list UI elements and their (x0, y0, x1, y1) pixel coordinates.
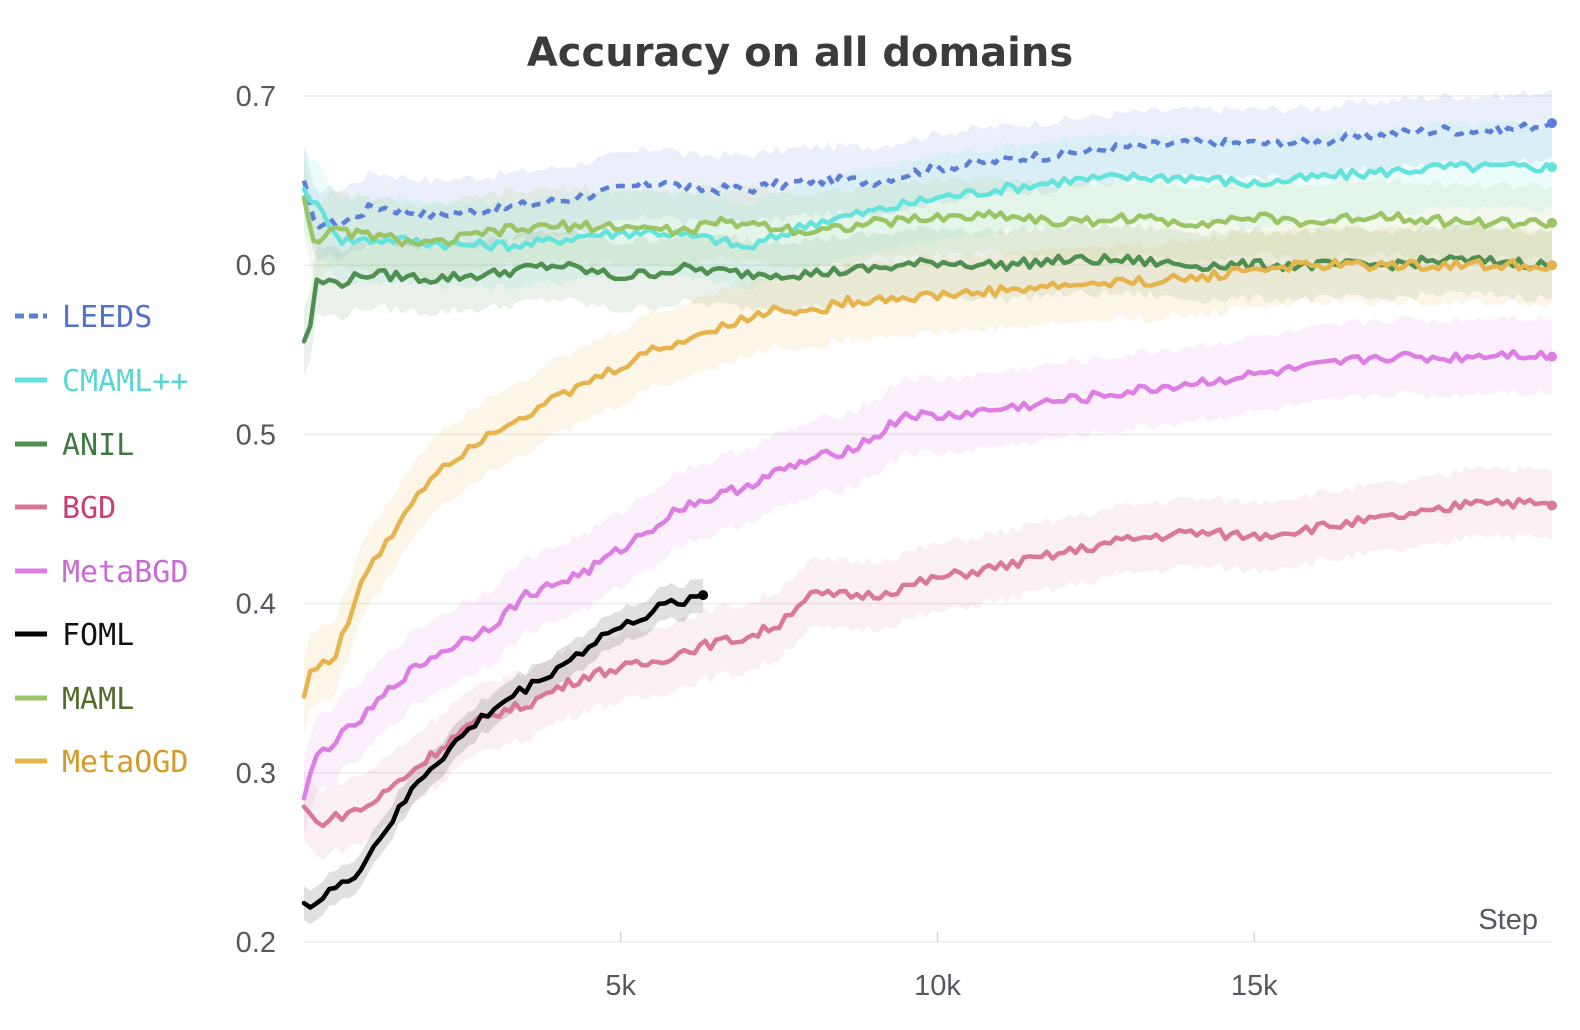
legend-item-cmaml-: CMAML++ (62, 364, 188, 399)
legend: LEEDS CMAML++ ANIL BGD MetaBGD FOML MAML MetaOG… (15, 300, 188, 780)
chart-title: Accuracy on all domains (527, 30, 1073, 76)
series-line-cmaml- (301, 160, 1555, 253)
y-tick-label: 0.7 (236, 81, 276, 113)
legend-item-metabgd: MetaBGD (62, 555, 188, 590)
band-foml (304, 578, 704, 925)
legend-item-anil: ANIL (62, 428, 134, 463)
series-line-metabgd (301, 348, 1555, 801)
legend-item-foml: FOML (62, 618, 134, 653)
series-end-point (1547, 500, 1557, 511)
confidence-bands (304, 89, 1552, 925)
y-tick-label: 0.2 (236, 927, 276, 959)
series-end-point (698, 590, 709, 601)
series-end-point (1547, 351, 1557, 362)
legend-item-bgd: BGD (62, 491, 116, 526)
series-line-foml (301, 592, 706, 910)
y-tick-label: 0.6 (236, 250, 276, 282)
band-leeds (304, 89, 1552, 262)
x-axis: 5k 10k 15k (605, 932, 1278, 1002)
x-tick-label: 15k (1231, 970, 1278, 1002)
y-axis: 0.2 0.3 0.4 0.5 0.6 0.7 (236, 81, 276, 959)
band-metaogd (304, 222, 1552, 734)
x-tick-label: 10k (914, 970, 961, 1002)
y-tick-label: 0.5 (236, 419, 276, 451)
series-line-maml (301, 195, 1555, 248)
series-end-point (1547, 260, 1557, 271)
series-line-leeds (301, 121, 1553, 230)
band-cmaml- (304, 120, 1552, 293)
band-metabgd (304, 313, 1552, 836)
legend-item-maml: MAML (62, 682, 134, 717)
series-line-bgd (301, 496, 1555, 829)
x-tick-label: 5k (605, 970, 636, 1002)
y-tick-label: 0.4 (236, 589, 276, 621)
y-tick-label: 0.3 (236, 758, 276, 790)
series-line-metaogd (301, 257, 1555, 699)
series-lines (301, 118, 1557, 910)
legend-item-metaogd: MetaOGD (62, 745, 188, 780)
band-bgd (304, 465, 1552, 860)
series-end-point (1547, 162, 1557, 173)
x-axis-label: Step (1478, 904, 1538, 936)
grid (304, 95, 1552, 943)
legend-item-leeds: LEEDS (62, 300, 152, 335)
series-end-point (1547, 118, 1557, 129)
series-end-point (1547, 217, 1557, 228)
